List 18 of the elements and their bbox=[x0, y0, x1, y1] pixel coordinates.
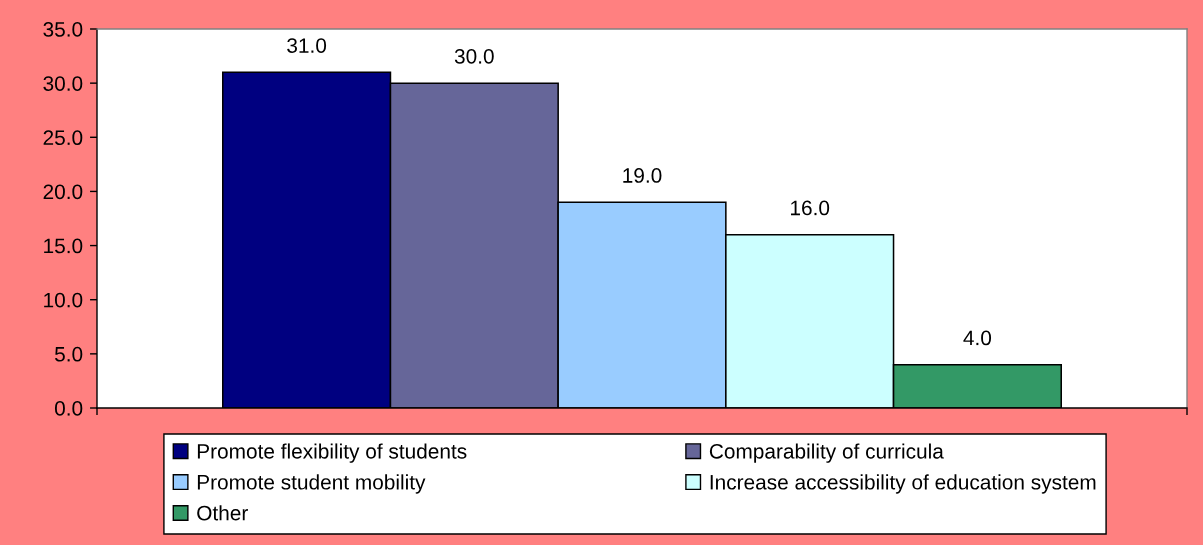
data-label: 30.0 bbox=[454, 48, 494, 64]
y-tick-label: 30.0 bbox=[43, 76, 83, 91]
y-tick-label: 20.0 bbox=[43, 184, 83, 200]
legend-label: Promote flexibility of students bbox=[197, 443, 467, 463]
y-tick-label: 15.0 bbox=[44, 238, 83, 254]
y-tick-label: 35.0 bbox=[43, 22, 83, 37]
legend-label: Promote student mobility bbox=[197, 474, 426, 494]
legend-label: Other bbox=[197, 505, 248, 521]
y-tick-label: 5.0 bbox=[54, 346, 83, 362]
data-label: 31.0 bbox=[287, 38, 327, 53]
data-label: 19.0 bbox=[623, 168, 662, 183]
legend-label: Increase accessibility of education system bbox=[710, 474, 1096, 494]
y-tick-label: 10.0 bbox=[44, 292, 83, 308]
y-tick-label: 0.0 bbox=[54, 401, 83, 416]
data-label: 16.0 bbox=[791, 200, 830, 216]
data-label: 4.0 bbox=[963, 330, 992, 346]
y-tick-label: 25.0 bbox=[43, 130, 83, 146]
legend-label: Comparability of curricula bbox=[709, 443, 944, 463]
